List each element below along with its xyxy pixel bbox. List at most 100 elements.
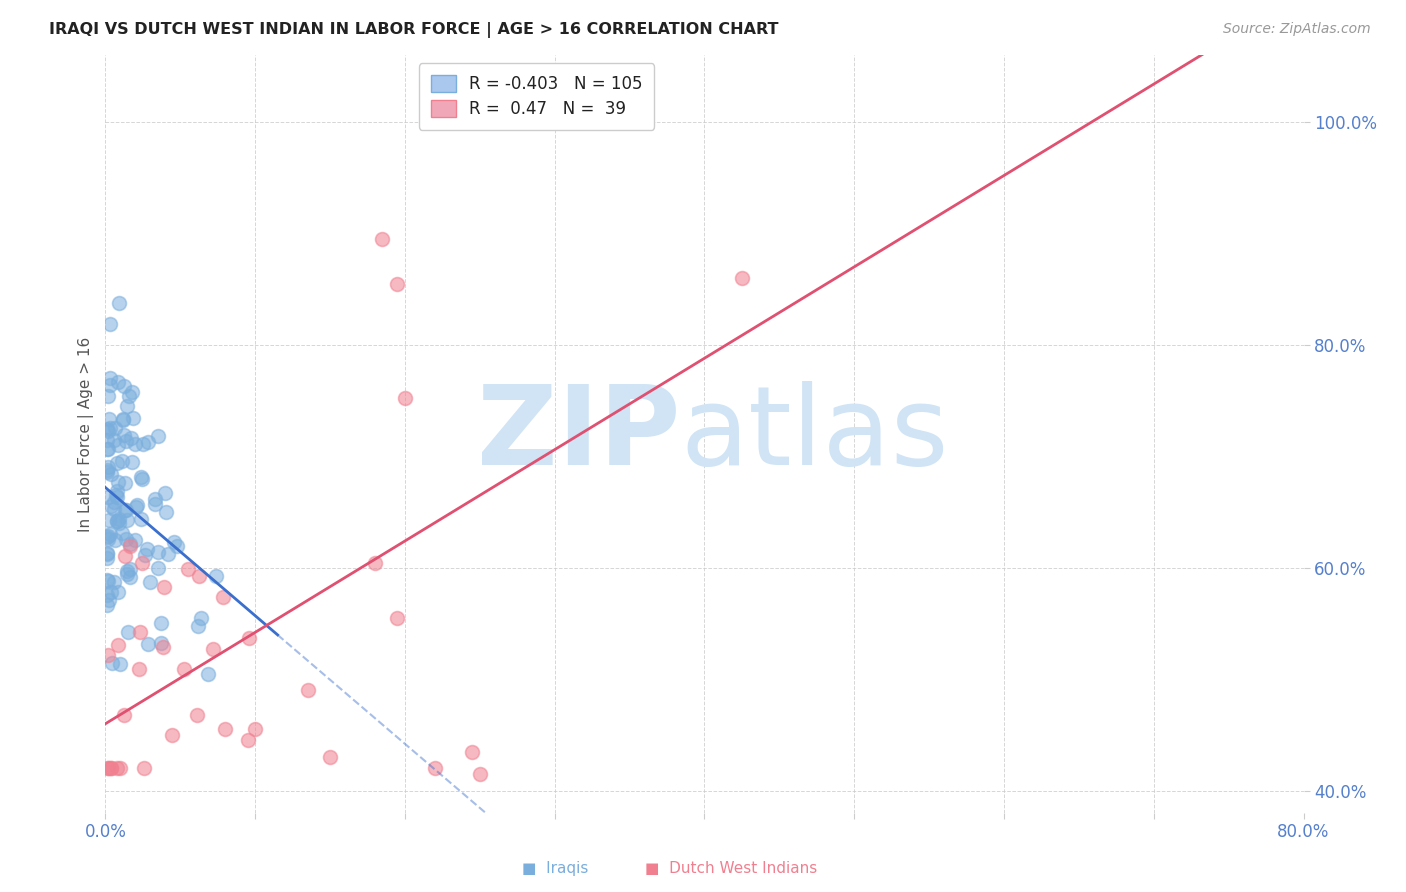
Point: [394, 391, 416, 405]
Point: [96, 588, 118, 602]
Point: [110, 526, 132, 541]
Point: [97, 761, 120, 775]
Text: ■  Dutch West Indians: ■ Dutch West Indians: [645, 861, 817, 876]
Point: [122, 411, 145, 425]
Point: [101, 656, 124, 670]
Point: [136, 637, 159, 651]
Point: [197, 666, 219, 681]
Point: [238, 631, 260, 645]
Point: [132, 437, 155, 451]
Point: [98, 593, 121, 607]
Point: [96, 465, 118, 479]
Point: [468, 767, 491, 781]
Point: [96, 598, 118, 612]
Point: [108, 657, 131, 672]
Point: [98, 421, 121, 435]
Point: [121, 385, 143, 400]
Point: [96, 547, 118, 561]
Point: [236, 733, 259, 747]
Point: [143, 497, 166, 511]
Point: [98, 527, 121, 541]
Point: [100, 499, 122, 513]
Point: [107, 512, 129, 526]
Point: [105, 488, 128, 502]
Point: [121, 454, 143, 468]
Point: [108, 516, 131, 530]
Point: [134, 761, 156, 775]
Point: [105, 761, 128, 775]
Point: [143, 492, 166, 507]
Point: [112, 412, 135, 426]
Point: [100, 761, 122, 775]
Point: [114, 475, 136, 490]
Point: [371, 232, 394, 246]
Point: [118, 389, 141, 403]
Point: [97, 412, 120, 426]
Point: [97, 425, 120, 439]
Point: [319, 750, 342, 764]
Point: [153, 580, 176, 594]
Point: [104, 533, 127, 547]
Point: [112, 428, 135, 442]
Point: [461, 745, 484, 759]
Point: [96, 442, 118, 456]
Text: ZIP: ZIP: [477, 381, 681, 488]
Point: [243, 723, 266, 737]
Point: [124, 500, 146, 514]
Point: [129, 625, 152, 640]
Point: [97, 529, 120, 543]
Point: [134, 548, 156, 562]
Point: [108, 761, 131, 775]
Point: [114, 549, 136, 564]
Point: [100, 761, 122, 775]
Point: [146, 544, 169, 558]
Point: [96, 574, 118, 588]
Point: [103, 495, 125, 509]
Point: [98, 371, 121, 385]
Point: [97, 442, 120, 457]
Point: [149, 636, 172, 650]
Point: [160, 729, 183, 743]
Point: [155, 505, 177, 519]
Point: [115, 564, 138, 578]
Point: [103, 502, 125, 516]
Point: [202, 641, 225, 656]
Point: [96, 422, 118, 436]
Text: ■  Iraqis: ■ Iraqis: [522, 861, 589, 876]
Text: atlas: atlas: [681, 381, 949, 488]
Point: [731, 271, 754, 285]
Point: [108, 296, 131, 310]
Point: [120, 570, 142, 584]
Point: [146, 561, 169, 575]
Legend: R = -0.403   N = 105, R =  0.47   N =  39: R = -0.403 N = 105, R = 0.47 N = 39: [419, 63, 654, 130]
Point: [107, 438, 129, 452]
Point: [387, 277, 409, 291]
Point: [97, 761, 120, 775]
Point: [120, 537, 142, 551]
Point: [124, 533, 146, 547]
Point: [163, 535, 186, 549]
Point: [97, 389, 120, 403]
Point: [186, 708, 208, 723]
Point: [131, 472, 153, 486]
Point: [131, 556, 153, 570]
Point: [114, 532, 136, 546]
Point: [96, 433, 118, 447]
Point: [96, 530, 118, 544]
Point: [118, 562, 141, 576]
Point: [115, 503, 138, 517]
Point: [173, 662, 195, 676]
Point: [129, 511, 152, 525]
Point: [96, 532, 118, 546]
Point: [190, 610, 212, 624]
Point: [114, 503, 136, 517]
Text: IRAQI VS DUTCH WEST INDIAN IN LABOR FORCE | AGE > 16 CORRELATION CHART: IRAQI VS DUTCH WEST INDIAN IN LABOR FORC…: [49, 22, 779, 38]
Point: [166, 540, 188, 554]
Point: [387, 611, 409, 625]
Point: [128, 662, 150, 676]
Point: [117, 625, 139, 640]
Point: [364, 556, 387, 570]
Point: [105, 490, 128, 504]
Point: [423, 761, 446, 775]
Point: [96, 573, 118, 587]
